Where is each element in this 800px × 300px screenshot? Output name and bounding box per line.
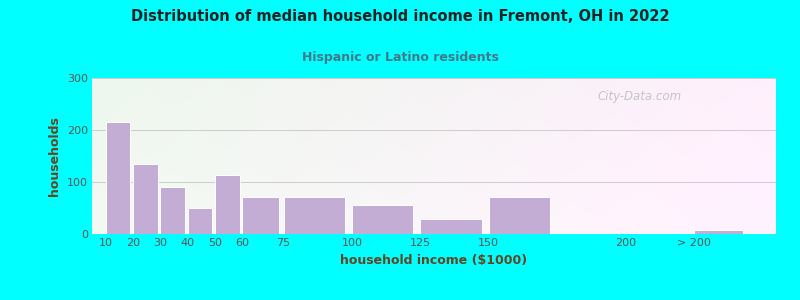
Bar <box>694 230 743 234</box>
Bar <box>489 196 550 234</box>
Bar <box>160 187 185 234</box>
Bar <box>420 219 482 234</box>
Bar <box>283 196 345 234</box>
X-axis label: household income ($1000): household income ($1000) <box>341 254 527 267</box>
Y-axis label: households: households <box>48 116 61 196</box>
Bar <box>352 206 414 234</box>
Bar <box>188 208 212 234</box>
Bar <box>106 122 130 234</box>
Bar <box>215 175 240 234</box>
Bar <box>133 164 158 234</box>
Text: Distribution of median household income in Fremont, OH in 2022: Distribution of median household income … <box>130 9 670 24</box>
Text: Hispanic or Latino residents: Hispanic or Latino residents <box>302 51 498 64</box>
Text: City-Data.com: City-Data.com <box>597 90 682 103</box>
Bar <box>242 196 279 234</box>
